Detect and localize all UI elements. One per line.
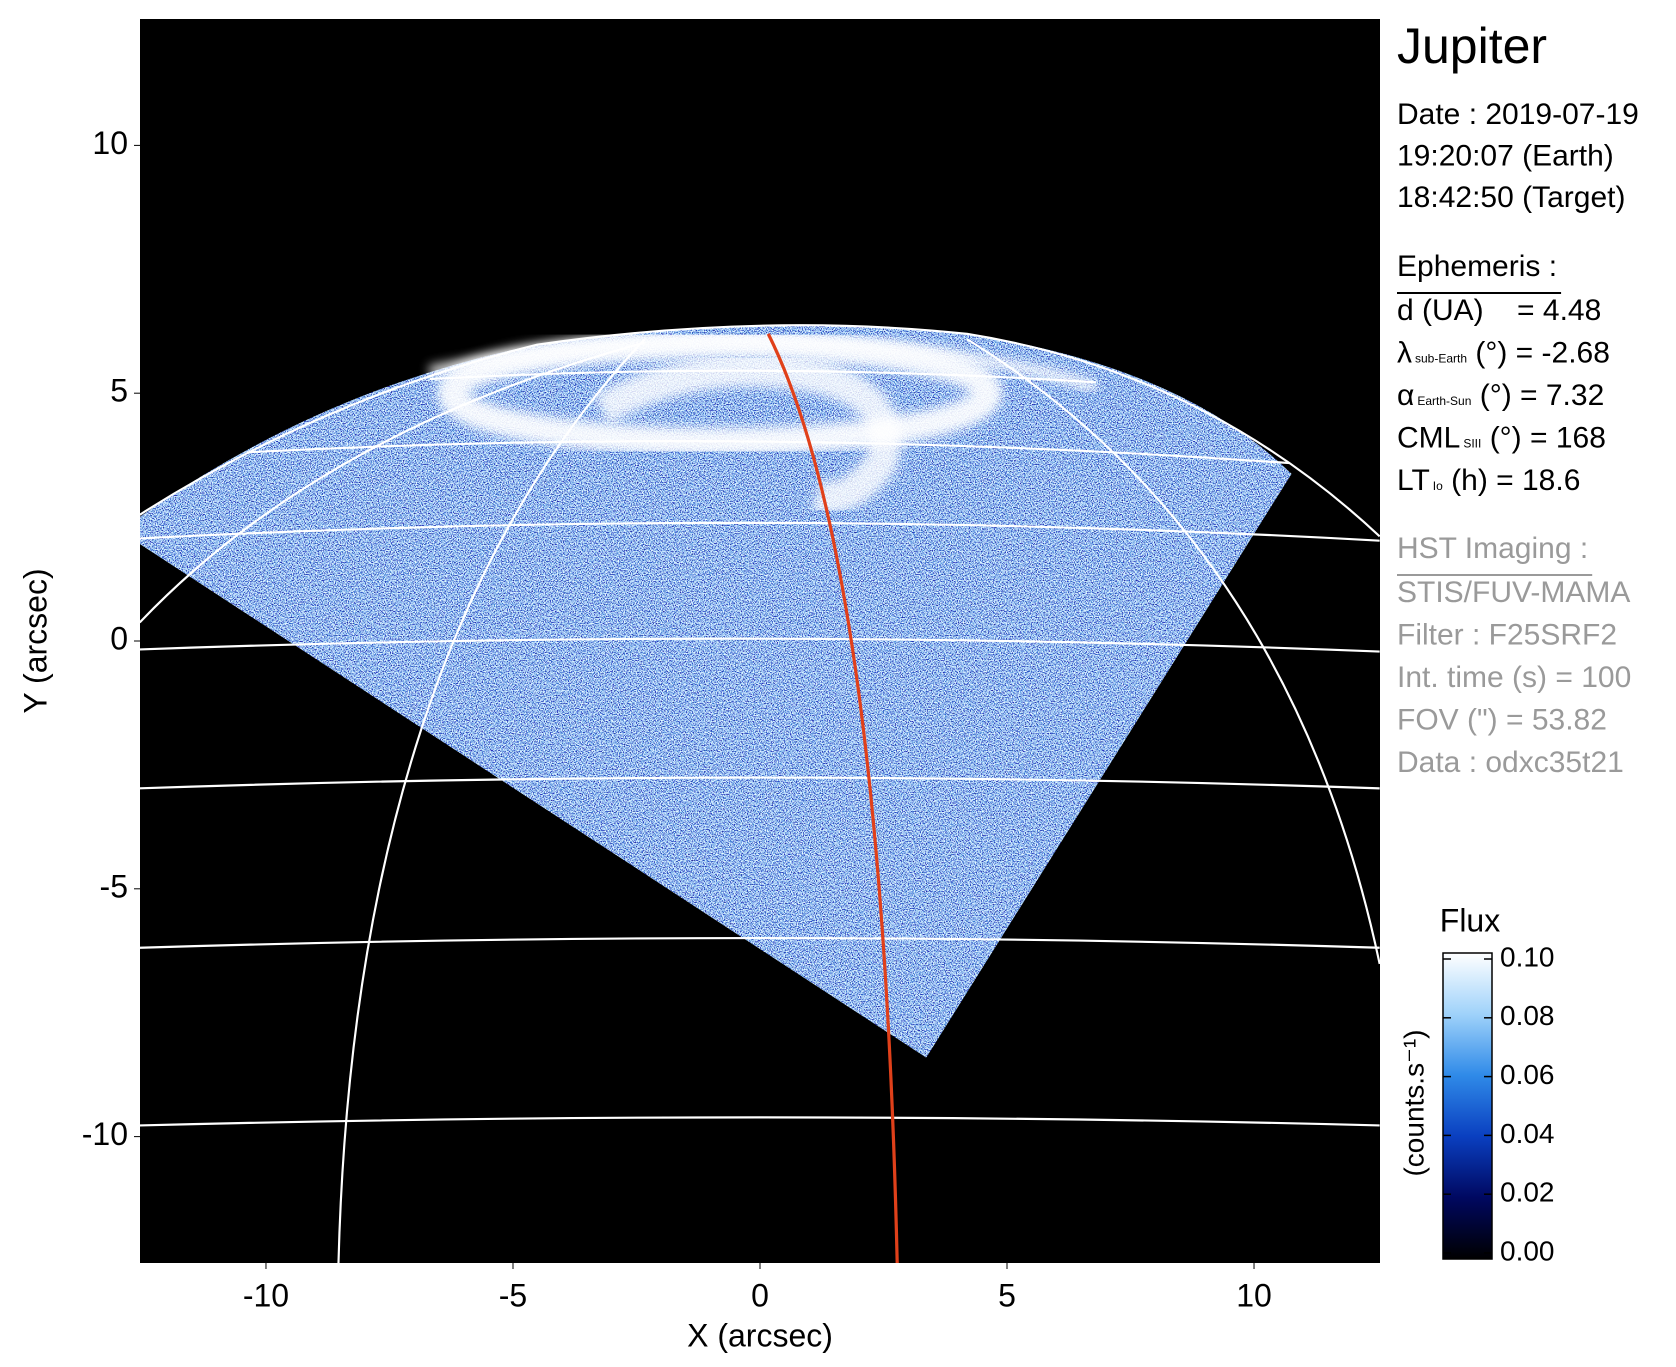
colorbar-tick-label: 0.10 — [1500, 941, 1555, 972]
colorbar-tick-label: 0.06 — [1500, 1059, 1555, 1090]
ephemeris-symbol: d (UA) — [1397, 294, 1484, 327]
ephemeris-line: CML SIII (°) = 168 — [1397, 422, 1606, 455]
ephemeris-line: LT Io (h) = 18.6 — [1397, 464, 1580, 497]
image-layer — [140, 324, 1380, 1263]
imaging-line: STIS/FUV-MAMA — [1397, 576, 1630, 609]
ephemeris-symbol: α — [1397, 379, 1414, 412]
y-tick-label: 5 — [110, 373, 128, 409]
colorbar-tick-label: 0.08 — [1500, 1000, 1555, 1031]
colorbar-tick-label: 0.00 — [1500, 1235, 1555, 1266]
ephemeris-subscript: Earth-Sun — [1417, 394, 1471, 408]
imaging-line: Filter : F25SRF2 — [1397, 619, 1617, 652]
planet-grid — [140, 324, 1380, 1263]
y-tick-label: -5 — [100, 868, 128, 904]
observation-line: 18:42:50 (Target) — [1397, 181, 1625, 214]
imaging-line: FOV (") = 53.82 — [1397, 704, 1607, 737]
ephemeris-subscript: sub-Earth — [1415, 352, 1467, 366]
colorbar-title: Flux — [1440, 902, 1500, 938]
ephemeris-subscript: Io — [1433, 479, 1443, 493]
colorbar-tick-label: 0.02 — [1500, 1177, 1555, 1208]
x-tick-label: -5 — [499, 1277, 527, 1313]
ephemeris-line: α Earth-Sun (°) = 7.32 — [1397, 379, 1604, 412]
x-tick-label: 0 — [751, 1277, 769, 1313]
y-tick-label: 10 — [92, 125, 128, 161]
central-meridian — [766, 333, 899, 1263]
imaging-line: Int. time (s) = 100 — [1397, 661, 1631, 694]
ephemeris-value: (°) = 168 — [1481, 422, 1606, 455]
colorbar — [1442, 952, 1493, 1260]
y-tick-label: -10 — [82, 1116, 128, 1152]
ephemeris-symbol: LT — [1397, 464, 1430, 497]
colorbar-label: (counts.s⁻¹) — [1398, 1029, 1429, 1176]
observation-line: 19:20:07 (Earth) — [1397, 140, 1614, 173]
info-title: Jupiter — [1397, 18, 1547, 74]
ephemeris-symbol: CML — [1397, 422, 1460, 455]
ephemeris-value: = 4.48 — [1484, 294, 1602, 327]
y-tick-label: 0 — [110, 620, 128, 656]
ephemeris-line: λ sub-Earth (°) = -2.68 — [1397, 337, 1610, 370]
x-tick-label: 5 — [998, 1277, 1016, 1313]
ephemeris-value: (°) = 7.32 — [1471, 379, 1604, 412]
ephemeris-value: (h) = 18.6 — [1443, 464, 1581, 497]
imaging-line: Data : odxc35t21 — [1397, 746, 1624, 779]
section-heading: Ephemeris : — [1397, 250, 1557, 283]
ephemeris-value: (°) = -2.68 — [1467, 337, 1610, 370]
colorbar-tick-label: 0.04 — [1500, 1118, 1555, 1149]
observation-line: Date : 2019-07-19 — [1397, 98, 1639, 131]
ephemeris-line: d (UA) = 4.48 — [1397, 294, 1601, 327]
ephemeris-subscript: SIII — [1463, 437, 1481, 451]
x-tick-label: 10 — [1236, 1277, 1272, 1313]
section-heading: HST Imaging : — [1397, 532, 1588, 565]
ephemeris-symbol: λ — [1397, 337, 1412, 370]
x-tick-label: -10 — [243, 1277, 289, 1313]
y-axis-label: Y (arcsec) — [17, 568, 53, 713]
x-axis-label: X (arcsec) — [687, 1317, 833, 1353]
